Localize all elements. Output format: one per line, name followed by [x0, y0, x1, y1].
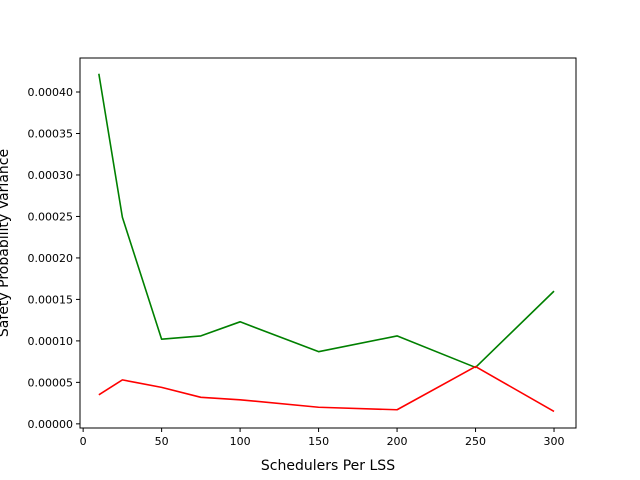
x-tick-label: 0 [80, 435, 87, 448]
x-axis: 0 50 100 150 200 250 300 [80, 428, 565, 448]
y-axis: 0.00000 0.00005 0.00010 0.00015 0.00020 0.000… [28, 86, 80, 431]
y-tick-label: 0.00000 [28, 418, 74, 431]
x-tick-label: 50 [155, 435, 169, 448]
y-tick-label: 0.00005 [28, 376, 74, 389]
x-axis-label: Schedulers Per LSS [261, 458, 395, 474]
y-tick-label: 0.00015 [28, 293, 74, 306]
series-line-2 [98, 365, 555, 413]
y-tick-label: 0.00040 [28, 86, 74, 99]
x-tick-label: 100 [230, 435, 251, 448]
plot-frame [79, 57, 577, 429]
y-tick-label: 0.00035 [28, 127, 74, 140]
x-tick-label: 300 [544, 435, 565, 448]
plot-area [80, 58, 576, 428]
series-layer [98, 73, 555, 413]
y-tick-label: 0.00010 [28, 335, 74, 348]
x-tick-label: 200 [387, 435, 408, 448]
y-axis-label: Safety Probability Variance [0, 149, 12, 337]
x-tick-label: 150 [308, 435, 329, 448]
y-tick-label: 0.00030 [28, 169, 74, 182]
y-tick-label: 0.00025 [28, 210, 74, 223]
x-tick-label: 250 [465, 435, 486, 448]
series-line-1 [98, 73, 555, 369]
y-tick-label: 0.00020 [28, 252, 74, 265]
